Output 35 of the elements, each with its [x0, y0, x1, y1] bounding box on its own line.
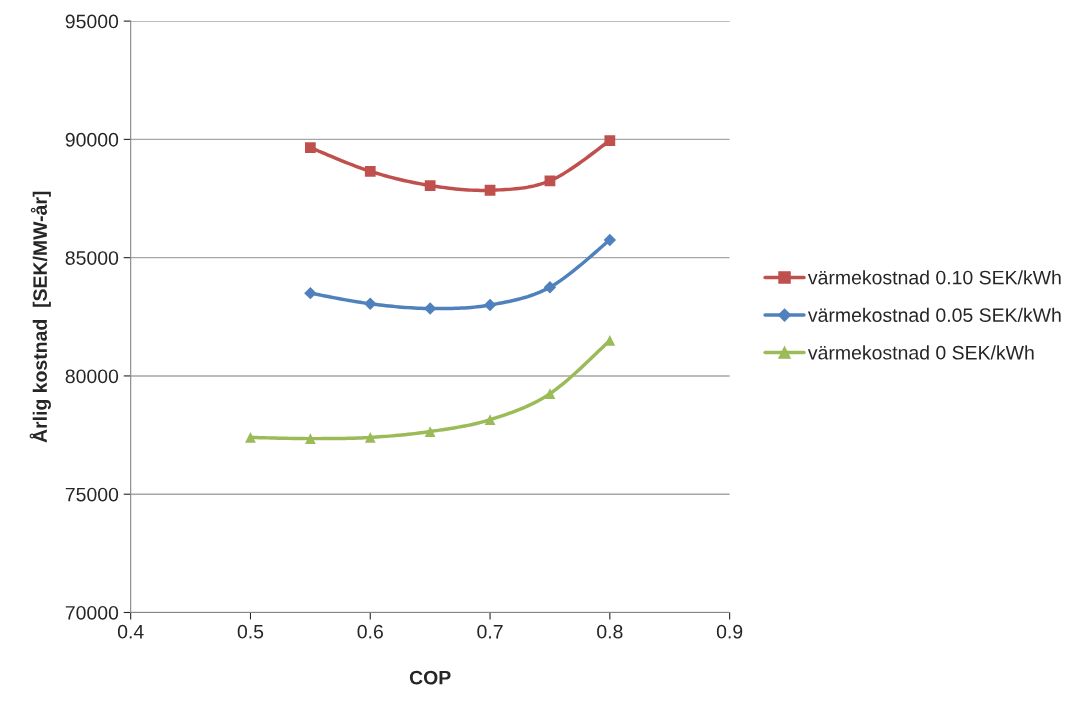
point — [424, 426, 436, 437]
point — [544, 175, 556, 187]
point — [364, 165, 376, 177]
y-axis-title: Årlig kostnad [SEK/MW-år] — [29, 191, 51, 443]
point — [364, 297, 377, 310]
legend-label: värmekostnad 0.05 SEK/kWh — [807, 307, 1061, 323]
point — [304, 286, 317, 300]
point — [483, 298, 497, 312]
point — [484, 184, 496, 196]
x-axis-title: COP — [409, 670, 451, 685]
legend-label: värmekostnad 0.10 SEK/kWh — [807, 270, 1061, 285]
point — [364, 432, 376, 443]
legend-label: värmekostnad 0 SEK/kWh — [807, 345, 1034, 360]
point — [544, 388, 556, 400]
point — [304, 142, 316, 154]
y-tick-label: 85000 — [65, 251, 119, 265]
x-tick-label: 0.7 — [477, 624, 503, 639]
point — [304, 433, 316, 444]
x-tick-label: 0.5 — [237, 624, 264, 639]
y-tick-label: 95000 — [65, 14, 119, 29]
point — [245, 432, 256, 443]
x-tick-label: 0.8 — [597, 624, 623, 639]
y-tick-label: 75000 — [65, 487, 119, 502]
point — [423, 302, 437, 315]
point — [543, 281, 557, 294]
point — [603, 233, 617, 247]
x-tick-label: 0.4 — [117, 624, 144, 639]
y-tick-label: 90000 — [65, 132, 119, 147]
x-tick-label: 0.6 — [357, 624, 383, 639]
point — [424, 180, 436, 191]
point — [604, 135, 616, 146]
x-tick-label: 0.9 — [716, 624, 743, 639]
point — [484, 414, 496, 426]
y-tick-label: 80000 — [65, 369, 119, 384]
y-tick-label: 70000 — [65, 605, 119, 620]
